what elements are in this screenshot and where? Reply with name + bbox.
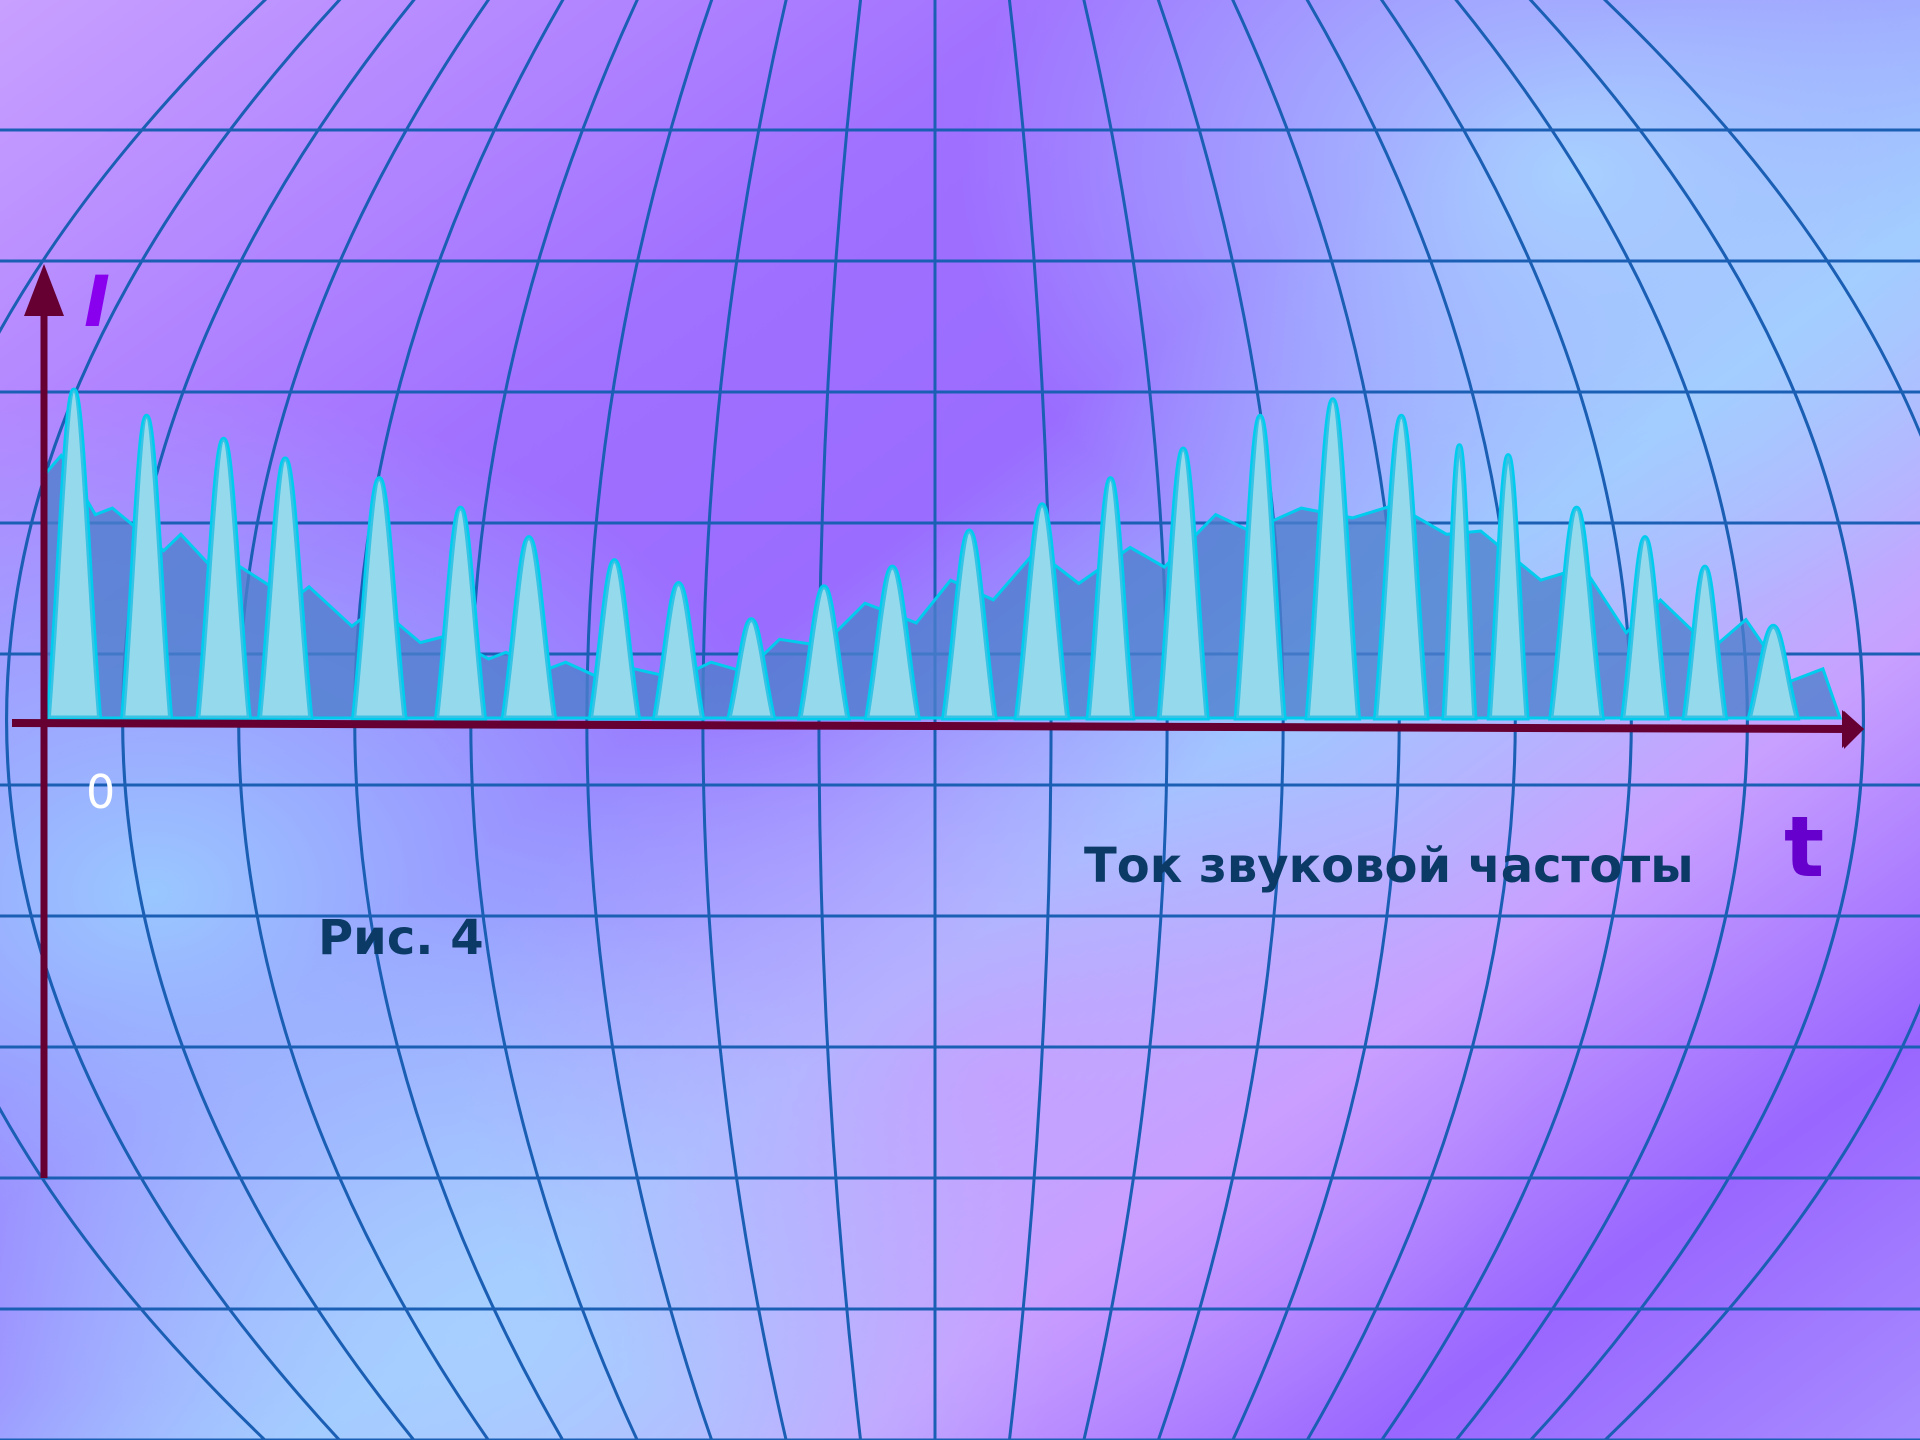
spike <box>1548 505 1606 721</box>
spike-inner <box>354 479 405 718</box>
current-spikes <box>45 387 1801 721</box>
spike-inner <box>1159 449 1207 718</box>
spike <box>1486 453 1530 721</box>
origin-label: 0 <box>86 765 115 819</box>
spike <box>940 528 998 721</box>
spike <box>119 413 174 721</box>
figure-subtitle: Ток звуковой частоты <box>1084 838 1694 894</box>
x-axis-line <box>11 719 1849 733</box>
grid-line-meridian <box>1602 0 1920 1440</box>
spike-inner <box>123 416 171 718</box>
spike <box>1233 413 1287 721</box>
figure-caption: Рис. 4 <box>318 910 484 966</box>
spike-inner <box>503 538 554 718</box>
y-axis-label: I <box>84 261 110 343</box>
spike-inner <box>1236 416 1284 718</box>
y-axis-arrow <box>24 264 64 316</box>
spike <box>500 535 558 721</box>
spike <box>1304 397 1362 721</box>
spike-inner <box>1489 456 1527 718</box>
spike <box>797 584 851 721</box>
spike <box>350 476 408 721</box>
spike-inner <box>1444 446 1475 718</box>
spike <box>1681 564 1729 721</box>
spike-inner <box>437 508 485 718</box>
spike-inner <box>198 439 249 718</box>
grid-line-meridian <box>5 0 342 1440</box>
spike <box>256 456 314 721</box>
spike <box>1013 502 1071 721</box>
spike-inner <box>1749 626 1797 718</box>
spike <box>1085 476 1136 721</box>
spike <box>1746 623 1801 721</box>
spike-inner <box>1376 416 1427 718</box>
spike <box>651 580 706 721</box>
spike-inner <box>1623 538 1667 718</box>
spike-inner <box>1088 479 1133 718</box>
grid-line-meridian <box>585 0 714 1440</box>
spike <box>1372 413 1430 721</box>
spike <box>1619 535 1671 721</box>
spike-inner <box>729 620 774 718</box>
spike-inner <box>944 531 995 718</box>
spike-inner <box>867 567 918 718</box>
spike-inner <box>260 459 311 718</box>
spike <box>725 617 777 721</box>
spike <box>1441 443 1478 721</box>
spike-inner <box>1551 508 1602 718</box>
spike <box>45 387 103 721</box>
spike-inner <box>800 587 848 718</box>
grid-line-meridian <box>0 0 268 1440</box>
grid-line-meridian <box>1528 0 1865 1440</box>
spike-inner <box>591 561 639 718</box>
spike-inner <box>1684 567 1725 718</box>
spike-inner <box>1307 400 1358 718</box>
spike-inner <box>1016 505 1067 718</box>
spike-inner <box>48 390 99 718</box>
spike <box>195 436 253 721</box>
x-axis-arrowhead <box>1842 710 1864 748</box>
grid-horizontal-lines <box>0 128 1920 1440</box>
spike <box>433 505 488 721</box>
spike <box>1156 446 1210 721</box>
axes <box>11 264 1864 1178</box>
x-axis-label: t <box>1784 798 1824 896</box>
spike <box>863 564 922 721</box>
spike-inner <box>655 584 703 719</box>
spike <box>587 558 642 721</box>
